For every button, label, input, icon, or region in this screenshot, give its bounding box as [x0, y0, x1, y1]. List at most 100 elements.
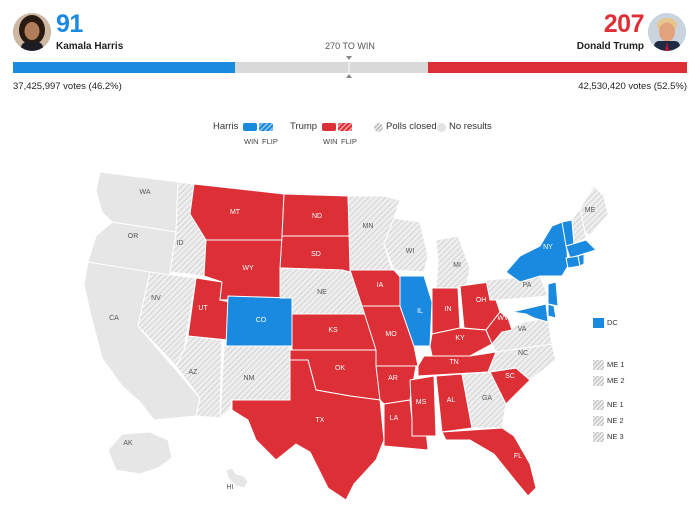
state-label-tx: TX	[316, 417, 325, 424]
harris-popular-votes: 37,425,997 votes (46.2%)	[13, 81, 122, 92]
state-label-ca: CA	[109, 315, 119, 322]
state-label-me: ME	[585, 207, 596, 214]
state-label-mn: MN	[363, 223, 374, 230]
trump-popular-votes: 42,530,420 votes (52.5%)	[578, 81, 687, 92]
state-label-wy: WY	[242, 265, 254, 272]
state-label-fl: FL	[514, 453, 522, 460]
state-tx[interactable]	[231, 359, 385, 501]
state-label-nm: NM	[244, 375, 255, 382]
state-label-la: LA	[390, 415, 399, 422]
harris-avatar	[13, 13, 51, 51]
legend-no-results-label: No results	[449, 121, 492, 132]
district-label-dc: DC	[607, 318, 618, 327]
legend-harris-flip-label: FLIP	[262, 137, 278, 146]
state-label-mi: MI	[453, 262, 461, 269]
state-label-mo: MO	[385, 331, 397, 338]
harris-progress-bar	[13, 62, 236, 73]
state-label-il: IL	[417, 308, 423, 315]
state-ny[interactable]	[505, 221, 569, 283]
state-fl[interactable]	[441, 427, 537, 497]
state-de[interactable]	[547, 303, 557, 319]
state-ga[interactable]	[461, 371, 507, 429]
trump-avatar	[648, 13, 686, 51]
legend-harris-label: Harris	[213, 121, 239, 132]
state-label-pa: PA	[523, 282, 532, 289]
state-nh[interactable]	[571, 207, 587, 245]
state-nj[interactable]	[547, 281, 559, 307]
legend-polls-closed-swatch	[374, 123, 383, 132]
state-label-tn: TN	[449, 359, 458, 366]
district-box-ne-2[interactable]	[593, 416, 604, 426]
state-label-nc: NC	[518, 350, 528, 357]
legend-trump-win-swatch	[322, 123, 336, 131]
state-label-ar: AR	[388, 375, 398, 382]
state-label-oh: OH	[476, 297, 487, 304]
state-label-ne: NE	[317, 289, 327, 296]
state-label-va: VA	[518, 326, 527, 333]
state-label-co: CO	[256, 317, 267, 324]
legend-trump-label: Trump	[290, 121, 318, 132]
state-wv[interactable]	[485, 311, 513, 345]
state-wi[interactable]	[383, 217, 429, 273]
state-label-ak: AK	[123, 440, 133, 447]
district-box-ne-3[interactable]	[593, 432, 604, 442]
undecided-bar	[13, 62, 687, 73]
state-ky[interactable]	[429, 327, 493, 357]
legend-no-results-swatch	[437, 123, 446, 132]
legend-trump-flip-swatch	[338, 123, 352, 131]
state-label-wi: WI	[406, 248, 415, 255]
state-az[interactable]	[175, 335, 223, 419]
legend-trump-win-label: WIN	[323, 137, 338, 146]
district-label-ne-1: NE 1	[607, 400, 624, 409]
threshold-marker	[346, 56, 352, 78]
state-ri[interactable]	[577, 253, 585, 267]
state-hi[interactable]	[225, 467, 249, 489]
state-md[interactable]	[511, 303, 549, 323]
legend-trump-flip-label: FLIP	[341, 137, 357, 146]
state-label-id: ID	[177, 240, 184, 247]
district-label-me-1: ME 1	[607, 360, 625, 369]
state-label-or: OR	[128, 233, 139, 240]
district-label-ne-2: NE 2	[607, 416, 624, 425]
district-label-ne-3: NE 3	[607, 432, 624, 441]
state-label-ny: NY	[543, 244, 553, 251]
state-label-sc: SC	[505, 373, 515, 380]
state-label-sd: SD	[311, 251, 321, 258]
trump-name: Donald Trump	[576, 41, 644, 52]
district-box-me-1[interactable]	[593, 360, 604, 370]
harris-electoral-votes: 91	[56, 10, 83, 38]
state-label-mt: MT	[230, 209, 241, 216]
legend-harris-flip-swatch	[259, 123, 273, 131]
state-label-ok: OK	[335, 365, 345, 372]
trump-progress-bar	[427, 62, 687, 73]
state-label-wa: WA	[139, 189, 150, 196]
state-label-al: AL	[447, 397, 456, 404]
state-label-nd: ND	[312, 213, 322, 220]
state-label-ky: KY	[455, 335, 465, 342]
win-threshold-label: 270 TO WIN	[325, 41, 375, 51]
state-label-az: AZ	[189, 369, 199, 376]
harris-name: Kamala Harris	[56, 41, 124, 52]
state-ms[interactable]	[409, 375, 437, 437]
state-label-hi: HI	[227, 484, 234, 491]
legend-polls-closed-label: Polls closed	[386, 121, 437, 132]
state-label-ga: GA	[482, 395, 492, 402]
district-box-dc[interactable]	[593, 318, 604, 328]
state-label-nv: NV	[151, 295, 161, 302]
state-label-wv: WV	[497, 315, 509, 322]
state-label-ms: MS	[416, 399, 427, 406]
state-label-ks: KS	[328, 327, 338, 334]
state-label-ut: UT	[198, 305, 208, 312]
district-label-me-2: ME 2	[607, 376, 625, 385]
state-label-ia: IA	[377, 282, 384, 289]
district-box-me-2[interactable]	[593, 376, 604, 386]
legend-harris-win-label: WIN	[244, 137, 259, 146]
trump-electoral-votes: 207	[603, 10, 645, 38]
state-label-in: IN	[445, 306, 452, 313]
district-box-ne-1[interactable]	[593, 400, 604, 410]
state-ak[interactable]	[107, 431, 173, 475]
legend-harris-win-swatch	[243, 123, 257, 131]
state-ma[interactable]	[565, 239, 597, 259]
state-wa[interactable]	[95, 171, 179, 233]
